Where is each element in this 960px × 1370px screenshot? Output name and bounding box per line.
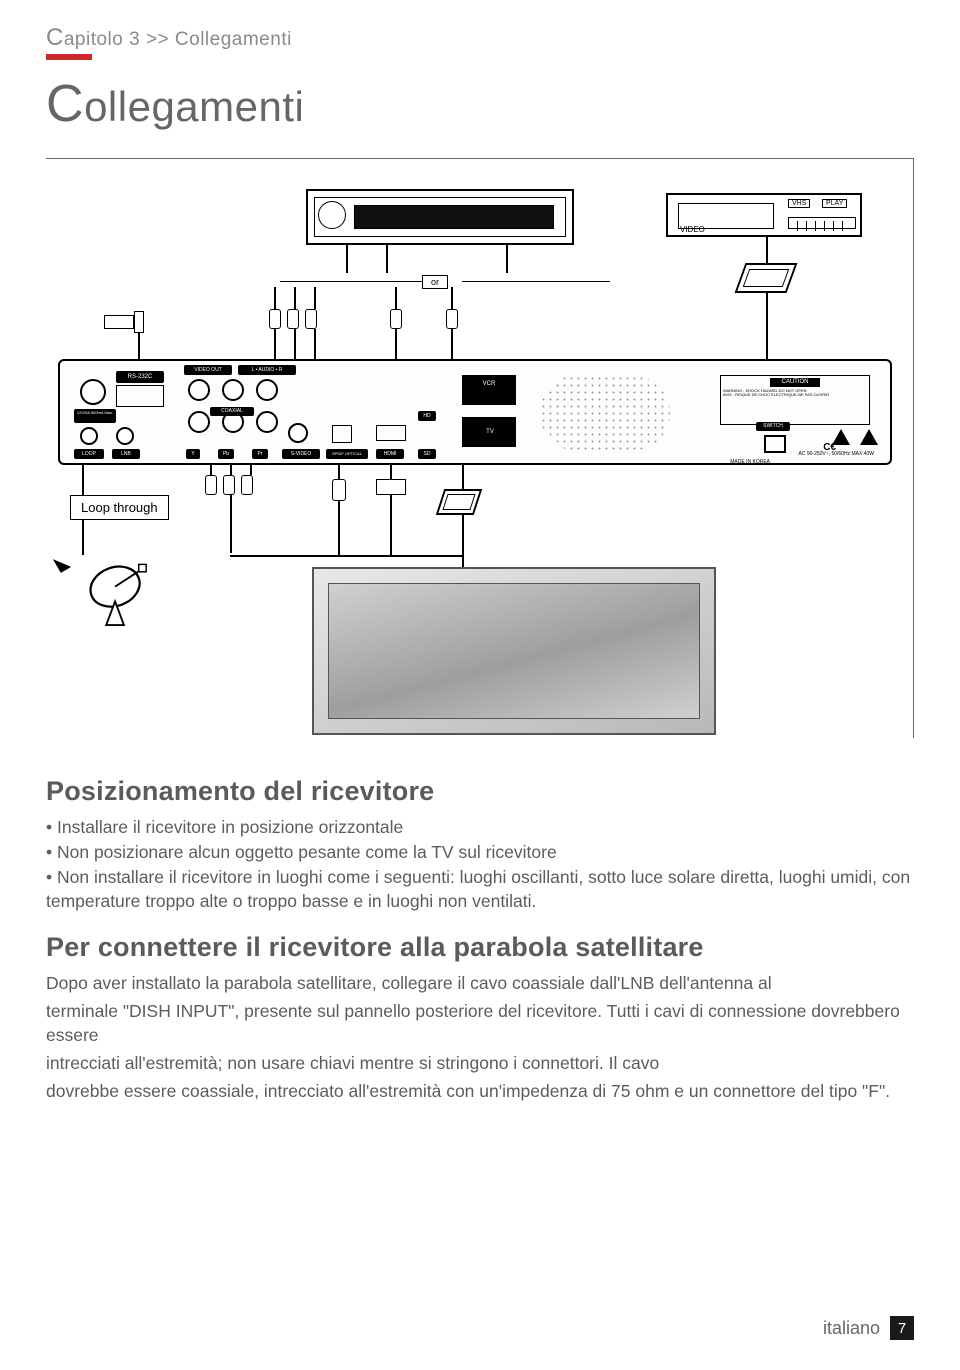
wire	[766, 237, 768, 263]
wire	[294, 287, 296, 309]
breadcrumb: Capitolo 3 >> Collegamenti	[46, 24, 914, 52]
satellite-dish-icon	[80, 557, 162, 631]
bullet-list-1: • Installare il ricevitore in posizione …	[46, 815, 914, 914]
receiver-rear-panel: RS-232C VIDEO OUT L • AUDIO • R COAXIAL …	[58, 359, 892, 465]
label: SD	[418, 449, 436, 459]
title-rest: ollegamenti	[84, 83, 304, 130]
connection-diagram: VIDEO VHS PLAY or	[46, 158, 914, 738]
or-label: or	[422, 275, 448, 289]
label: VCR	[476, 379, 502, 399]
or-line	[462, 281, 610, 282]
vcr-play-label: PLAY	[822, 199, 847, 208]
loop-through-label: Loop through	[70, 495, 169, 520]
title-first: C	[46, 75, 84, 133]
vent-grid	[540, 375, 670, 451]
vcr-vhs-label: VHS	[788, 199, 810, 208]
antenna-connector	[104, 315, 134, 329]
scart-plug	[436, 489, 482, 515]
plug	[390, 309, 402, 329]
label: MADE IN KOREA	[730, 459, 770, 465]
vcr-device: VIDEO VHS PLAY	[666, 193, 862, 237]
power-switch	[764, 435, 786, 453]
antenna-connector	[134, 311, 144, 333]
wire	[506, 245, 508, 273]
label: TV	[480, 425, 500, 439]
wire	[274, 287, 276, 309]
label: 12V/0A 500mA Max.	[74, 409, 116, 423]
label: Pr	[252, 449, 268, 459]
paragraph: dovrebbe essere coassiale, intrecciato a…	[46, 1079, 914, 1103]
tv-monitor	[312, 567, 716, 735]
label: SWITCH	[756, 422, 790, 431]
paragraph: intrecciati all'estremità; non usare chi…	[46, 1051, 914, 1075]
bullet-item: • Non posizionare alcun oggetto pesante …	[46, 840, 914, 864]
label: HD	[418, 411, 436, 421]
wire	[346, 245, 348, 273]
scart-connector	[735, 263, 798, 293]
plug	[446, 309, 458, 329]
caution-label: CAUTION WARNING : SHOCK HAZARD-DO NOT OP…	[720, 375, 870, 425]
page-footer: italiano 7	[823, 1316, 914, 1340]
page-title: Collegamenti	[46, 74, 914, 134]
label: LOOP	[74, 449, 104, 459]
optical-plug	[332, 479, 346, 501]
label: COAXIAL	[210, 407, 254, 416]
footer-page-number: 7	[890, 1316, 914, 1340]
wire	[138, 333, 140, 359]
bullet-item: • Installare il ricevitore in posizione …	[46, 815, 914, 839]
wire	[314, 287, 316, 309]
red-accent-bar	[46, 54, 92, 60]
label: Y	[186, 449, 200, 459]
label: VIDEO OUT	[184, 365, 232, 375]
label: HDMI	[376, 449, 404, 459]
wire	[294, 329, 296, 359]
section-heading-2: Per connettere il ricevitore alla parabo…	[46, 932, 914, 963]
warning-triangle-icon	[860, 429, 878, 445]
vcr-label: VIDEO	[680, 225, 705, 234]
paragraph: terminale "DISH INPUT", presente sul pan…	[46, 999, 914, 1047]
cursor-icon	[53, 553, 71, 573]
section-heading-1: Posizionamento del ricevitore	[46, 776, 914, 807]
label: LNB	[112, 449, 140, 459]
or-line	[280, 281, 422, 282]
breadcrumb-rest: apitolo 3 >> Collegamenti	[64, 29, 292, 50]
wire	[766, 293, 768, 359]
amplifier-device	[306, 189, 574, 245]
label: RS-232C	[116, 371, 164, 383]
bullet-item: • Non installare il ricevitore in luoghi…	[46, 865, 914, 913]
hdmi-plug	[376, 479, 406, 495]
label: SPDIF OPTICAL	[326, 449, 368, 459]
label: L • AUDIO • R	[238, 365, 296, 375]
paragraph: Dopo aver installato la parabola satelli…	[46, 971, 914, 995]
label: S-VIDEO	[282, 449, 320, 459]
label: AC 90-250V~, 50/60Hz MAX.40W	[799, 451, 874, 457]
label: Pb	[218, 449, 234, 459]
ypbpr-plugs	[202, 475, 256, 500]
wire	[274, 329, 276, 359]
footer-language: italiano	[823, 1318, 880, 1339]
breadcrumb-first: C	[46, 24, 64, 51]
wire	[386, 245, 388, 273]
wire	[314, 329, 316, 359]
